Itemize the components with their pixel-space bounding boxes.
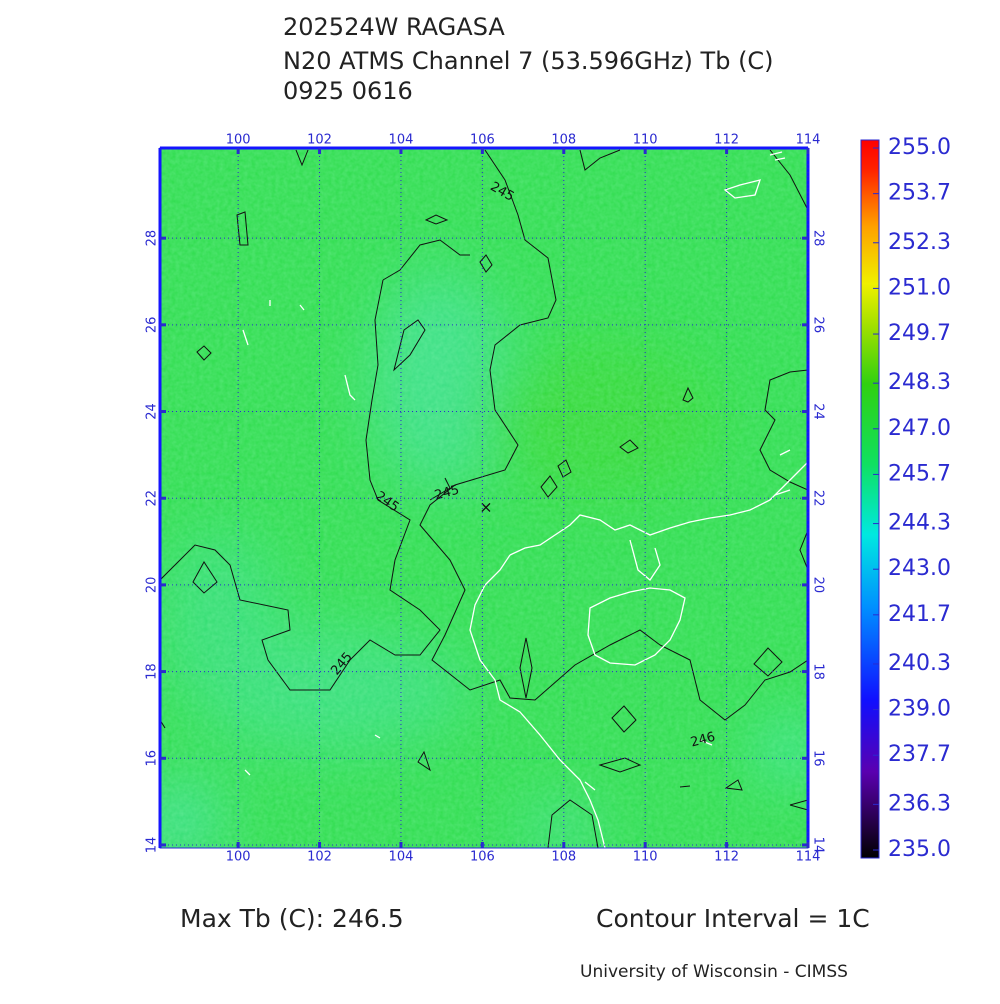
lon-tick-label: 108 (551, 850, 576, 865)
contours (160, 149, 808, 848)
coastline (242, 151, 808, 848)
lat-tick-label: 16 (145, 750, 160, 767)
title-line: 202524W RAGASA (283, 13, 505, 41)
title-line: N20 ATMS Channel 7 (53.596GHz) Tb (C) (283, 47, 774, 75)
colorbar-label: 255.0 (888, 135, 951, 160)
lon-tick-label: 104 (389, 850, 414, 865)
lat-tick-label: 22 (811, 490, 826, 507)
colorbar-label: 247.0 (888, 416, 951, 441)
map-axes: 100 100 102 102 104 104 106 106 108 108 110 110 112 1… (145, 133, 826, 865)
contour-interval: Contour Interval = 1C (596, 904, 870, 933)
lat-tick-label: 20 (145, 577, 160, 594)
lon-tick-label: 100 (226, 850, 251, 865)
footer: Max Tb (C): 246.5 Contour Interval = 1C … (180, 904, 870, 982)
lat-tick-label: 18 (811, 663, 826, 680)
map-image: × 245 245 245 245 246 (160, 148, 808, 848)
lat-tick-label: 14 (145, 837, 160, 854)
credit: University of Wisconsin - CIMSS (580, 962, 848, 982)
lat-tick-label: 14 (811, 837, 826, 854)
lon-tick-label: 106 (470, 850, 495, 865)
colorbar-label: 243.0 (888, 556, 951, 581)
colorbar-label: 251.0 (888, 275, 951, 300)
colorbar-label: 252.3 (888, 230, 951, 255)
lat-tick-label: 24 (811, 403, 826, 420)
lon-tick-label: 110 (633, 133, 658, 148)
lon-tick-label: 114 (796, 133, 821, 148)
colorbar-label: 239.0 (888, 697, 951, 722)
colorbar-scale (860, 139, 880, 859)
lon-tick-label: 114 (796, 850, 821, 865)
lon-tick-label: 102 (307, 850, 332, 865)
lon-tick-label: 102 (307, 133, 332, 148)
colorbar-label: 236.3 (888, 791, 951, 816)
colorbar-label: 248.3 (888, 370, 951, 395)
lat-tick-label: 18 (145, 663, 160, 680)
colorbar-label: 237.7 (888, 742, 951, 767)
lat-tick-label: 26 (811, 317, 826, 334)
title: 202524W RAGASA N20 ATMS Channel 7 (53.59… (283, 13, 774, 105)
colorbar: 255.0 253.7 252.3 251.0 249.7 248.3 247.0 245.7… (860, 135, 951, 862)
colorbar-label: 241.7 (888, 602, 951, 627)
lat-tick-label: 26 (145, 317, 160, 334)
colorbar-label: 253.7 (888, 181, 951, 206)
lon-tick-label: 100 (226, 133, 251, 148)
storm-center-marker: × (479, 498, 492, 517)
colorbar-label: 240.3 (888, 651, 951, 676)
lat-tick-label: 24 (145, 403, 160, 420)
colorbar-label: 249.7 (888, 321, 951, 346)
lon-tick-label: 112 (714, 133, 739, 148)
lon-tick-label: 108 (551, 133, 576, 148)
colorbar-label: 245.7 (888, 461, 951, 486)
colorbar-label: 235.0 (888, 837, 951, 862)
lat-tick-label: 28 (811, 230, 826, 247)
lon-tick-label: 110 (633, 850, 658, 865)
title-line: 0925 0616 (283, 77, 413, 105)
lat-tick-label: 20 (811, 577, 826, 594)
lat-tick-label: 16 (811, 750, 826, 767)
lon-tick-label: 112 (714, 850, 739, 865)
lon-tick-label: 106 (470, 133, 495, 148)
lon-tick-label: 104 (389, 133, 414, 148)
contour-label: 246 (689, 730, 717, 751)
max-tb: Max Tb (C): 246.5 (180, 904, 404, 933)
lat-tick-label: 28 (145, 230, 160, 247)
colorbar-label: 244.3 (888, 511, 951, 536)
lat-tick-label: 22 (145, 490, 160, 507)
